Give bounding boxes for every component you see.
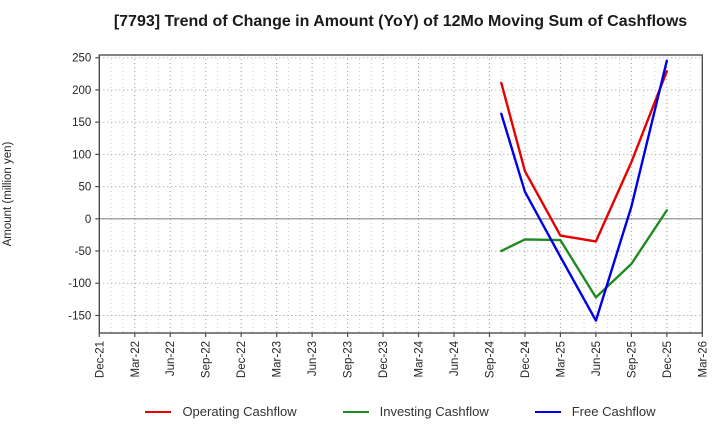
svg-text:-150: -150 [68, 310, 91, 322]
x-tick-labels: Dec-21 Mar-22 Jun-22 Sep-22 Dec-22 Mar-23 Jun-… [94, 333, 709, 378]
svg-text:50: 50 [79, 182, 92, 194]
svg-text:Sep-22: Sep-22 [201, 341, 213, 378]
svg-text:Mar-25: Mar-25 [555, 341, 567, 377]
plot-border [98, 54, 704, 334]
svg-text:0: 0 [85, 214, 91, 226]
legend-item-investing-cashflow: Investing Cashflow [342, 404, 489, 419]
svg-text:Jun-23: Jun-23 [307, 341, 319, 376]
legend-item-operating-cashflow: Operating Cashflow [145, 404, 297, 419]
svg-text:200: 200 [72, 85, 91, 97]
svg-text:Mar-23: Mar-23 [272, 341, 284, 377]
free-cashflow-line [500, 59, 668, 322]
svg-text:Jun-22: Jun-22 [165, 341, 177, 376]
plot-background [99, 55, 703, 333]
svg-text:Dec-25: Dec-25 [662, 341, 674, 378]
chart-title: [7793] Trend of Change in Amount (YoY) o… [113, 13, 688, 30]
svg-text:Mar-26: Mar-26 [697, 341, 709, 377]
svg-text:100: 100 [72, 149, 91, 161]
svg-text:-50: -50 [75, 246, 92, 258]
svg-text:Dec-21: Dec-21 [94, 341, 106, 378]
legend-label-free-cashflow: Free Cashflow [571, 404, 656, 419]
investing-cashflow-line [500, 209, 668, 299]
operating-cashflow-line [500, 70, 668, 243]
svg-text:150: 150 [72, 117, 91, 129]
svg-text:Sep-25: Sep-25 [626, 341, 638, 378]
legend-label-operating-cashflow: Operating Cashflow [182, 404, 297, 419]
svg-text:Sep-24: Sep-24 [484, 340, 496, 378]
legend-swatch-free-cashflow [534, 410, 561, 413]
legend-item-free-cashflow: Free Cashflow [534, 404, 656, 419]
svg-text:Dec-22: Dec-22 [236, 341, 248, 378]
svg-text:Dec-24: Dec-24 [520, 340, 532, 378]
legend-label-investing-cashflow: Investing Cashflow [379, 404, 489, 419]
svg-text:Sep-23: Sep-23 [343, 341, 355, 378]
horizontal-gridlines [99, 57, 703, 316]
svg-text:Mar-22: Mar-22 [130, 341, 142, 377]
svg-text:-100: -100 [68, 278, 91, 290]
svg-text:Jun-24: Jun-24 [449, 340, 461, 376]
legend-swatch-operating-cashflow [145, 410, 172, 413]
legend: Operating Cashflow Investing Cashflow Free… [99, 404, 702, 419]
svg-text:Jun-25: Jun-25 [591, 341, 603, 376]
legend-swatch-investing-cashflow [342, 410, 369, 413]
y-tick-labels: -150 -100 -50 0 50 100 150 200 250 [68, 53, 100, 322]
svg-text:Mar-24: Mar-24 [414, 340, 426, 377]
svg-text:250: 250 [72, 53, 91, 65]
svg-text:Dec-23: Dec-23 [378, 341, 390, 378]
